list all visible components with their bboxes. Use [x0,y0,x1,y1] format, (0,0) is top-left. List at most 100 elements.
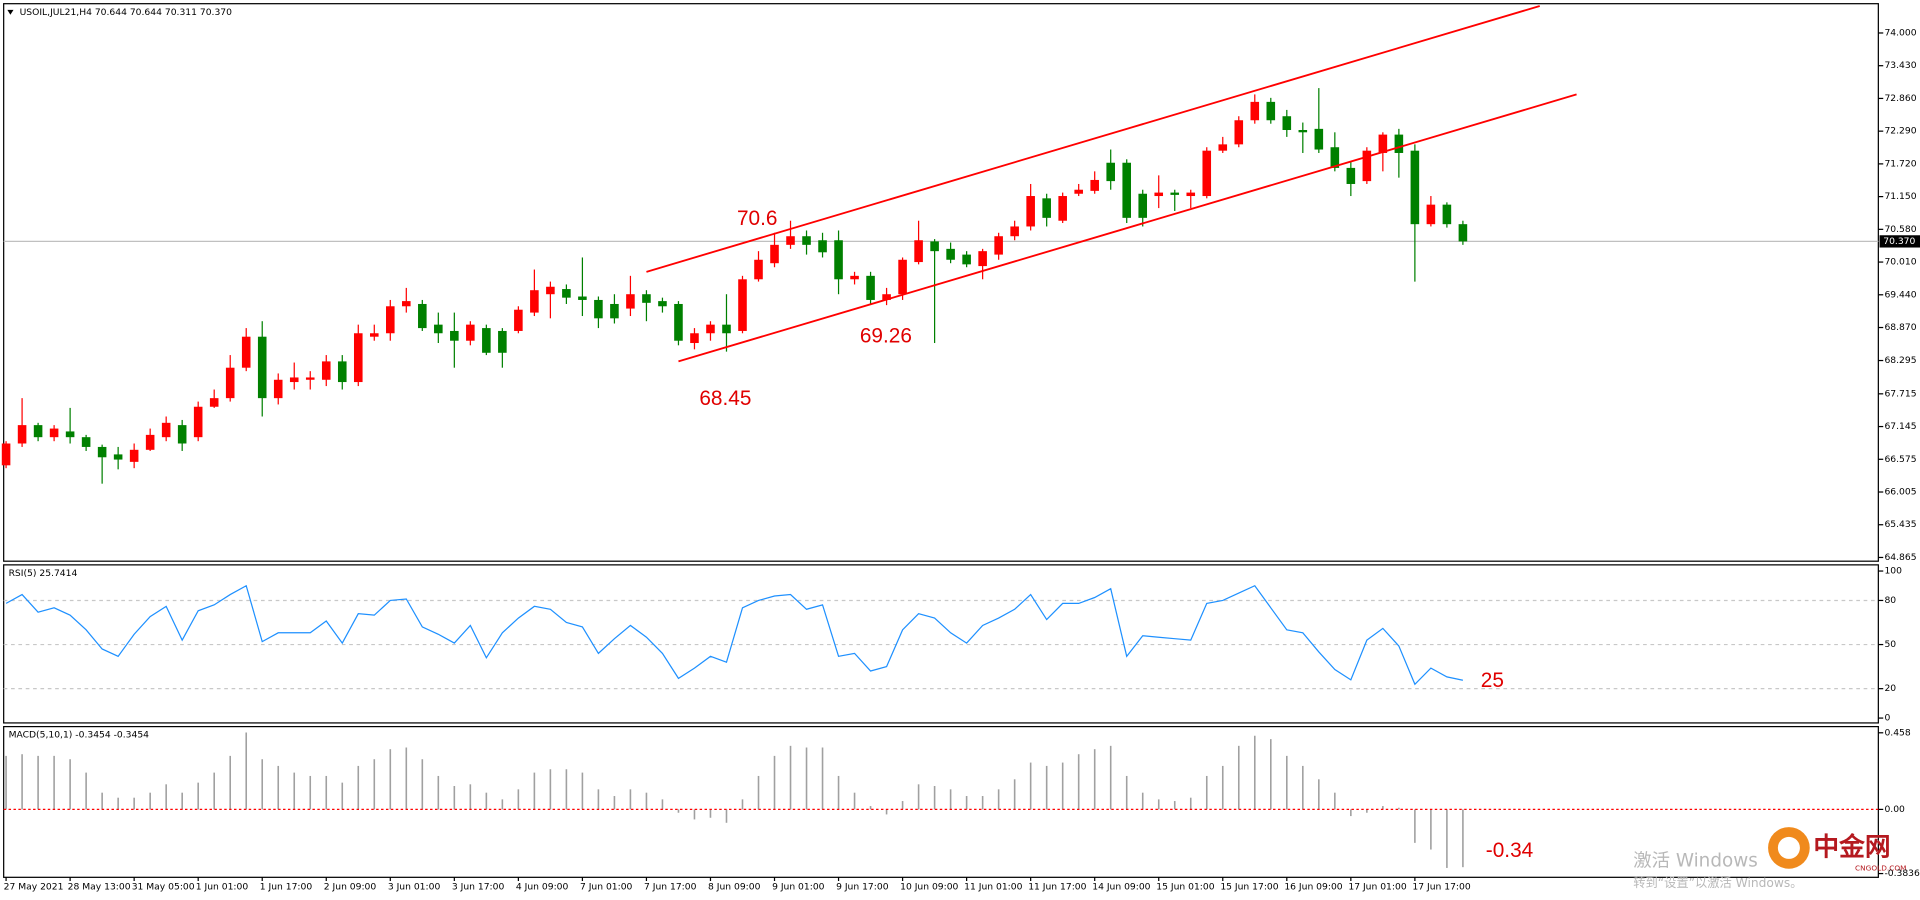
candle-body [1122,162,1132,218]
rsi-panel [3,564,1879,724]
candle-body [386,306,395,334]
candle-body [97,446,107,458]
candle-body [273,379,283,399]
candle-body [1042,198,1051,218]
chart-title: USOIL,JUL21,H4 70.644 70.644 70.311 70.3… [20,7,233,18]
candle-body [1282,116,1292,131]
candle-body [369,333,379,337]
x-tick-label: 14 Jun 09:00 [1092,882,1150,893]
candle-body [17,425,27,444]
candle-body [674,303,683,341]
price-label: 70.370 [1883,236,1915,247]
y-tick-label: 66.005 [1884,487,1916,498]
candle-body [81,437,91,447]
candle-body [802,236,811,245]
candle-body [786,236,795,245]
y-tick-label: 100 [1884,566,1902,577]
x-tick-label: 17 Jun 01:00 [1348,882,1406,893]
annotation: 25 [1481,669,1504,692]
annotation: -0.34 [1486,839,1533,862]
x-tick-label: 9 Jun 17:00 [836,882,889,893]
candle-body [1202,150,1212,197]
candle-body [514,309,523,331]
candle-body [770,244,779,264]
candle-body [610,303,619,319]
x-tick-label: 3 Jun 17:00 [452,882,505,893]
menu-triangle[interactable] [7,9,14,15]
y-tick-label: 69.440 [1884,289,1916,300]
candle-body [209,398,219,407]
candle-body [1090,179,1099,191]
candle-body [241,336,251,368]
candle-body [594,299,603,319]
y-tick-label: 74.000 [1884,27,1916,38]
candle-body [482,328,491,353]
y-tick-label: 20 [1884,683,1896,694]
candle-body [1362,150,1372,182]
candle-body [962,254,971,265]
candle-body [850,275,859,280]
macd-title: MACD(5,10,1) -0.3454 -0.3454 [9,730,150,741]
logo-subtext: CNGOLD.COM [1855,864,1906,873]
candle-body [1378,134,1388,153]
candle-body [914,240,923,263]
candle-body [930,241,939,252]
candle-body [1170,192,1180,195]
x-tick-label: 7 Jun 17:00 [644,882,697,893]
x-tick-label: 27 May 2021 [4,882,64,893]
y-tick-label: 80 [1884,595,1896,606]
candle-body [33,425,43,438]
candle-body [1138,193,1148,218]
candle-body [1266,101,1276,121]
x-tick-label: 16 Jun 09:00 [1284,882,1342,893]
x-tick-label: 8 Jun 09:00 [708,882,761,893]
candle-body [1,443,11,466]
rsi-line [5,584,1464,686]
y-tick-label: 71.720 [1884,158,1916,169]
candle-body [738,279,747,331]
candle-body [706,324,715,334]
y-tick-label: 0.00 [1884,804,1905,815]
candle-body [1058,196,1067,221]
y-tick-label: 67.145 [1884,421,1916,432]
y-tick-label: 0.458 [1884,727,1910,738]
candle-body [145,434,155,450]
candle-body [722,324,731,334]
candle-body [1330,147,1340,168]
macd-panel [3,725,1879,878]
x-tick-label: 3 Jun 01:00 [388,882,441,893]
rsi-title: RSI(5) 25.7414 [9,568,78,579]
candle-body [626,294,635,309]
candle-body [1394,134,1404,153]
x-tick-label: 17 Jun 17:00 [1412,882,1470,893]
candle-body [113,454,123,460]
candle-body [1298,130,1308,133]
x-tick-label: 15 Jun 01:00 [1156,882,1214,893]
candle-body [1314,128,1324,150]
candle-body [498,330,507,353]
candle-body [882,294,891,300]
y-tick-label: 72.860 [1884,93,1916,104]
candle-body [337,361,347,383]
y-tick-label: 73.430 [1884,60,1916,71]
candle-body [530,290,539,313]
candle-body [353,333,363,383]
candle-body [978,251,987,267]
candle-body [321,361,331,380]
candle-body [1426,204,1436,225]
candle-body [834,240,843,280]
y-tick-label: 65.435 [1884,519,1916,530]
candle-body [49,428,59,438]
y-tick-label: 70.010 [1884,257,1916,268]
candle-body [818,240,827,253]
annotation: 70.6 [737,207,778,230]
candle-body [1250,101,1260,121]
y-tick-label: 68.870 [1884,322,1916,333]
candle-body [418,303,427,329]
candle-body [994,236,1003,255]
annotation: 69.26 [860,324,912,347]
logo-text: 中金网 [1813,831,1890,862]
trend-line [646,5,1541,273]
candle-body [754,259,763,280]
x-tick-label: 1 Jun 17:00 [260,882,313,893]
